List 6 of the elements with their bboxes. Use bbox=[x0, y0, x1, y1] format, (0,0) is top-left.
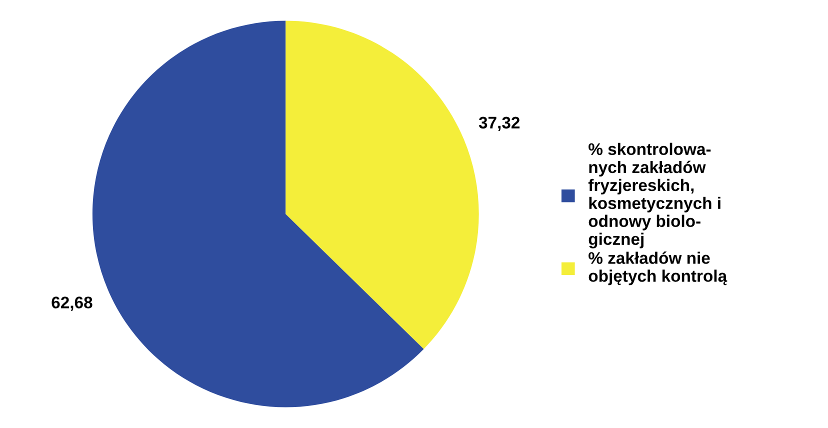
data-label: 62,68 bbox=[52, 296, 92, 311]
legend-label: % skontrolowa- nych zakładów fryzjereskich, kosmetycznych i odnowy biolo- gicznej bbox=[588, 142, 720, 248]
pie-slice bbox=[286, 20, 479, 350]
pie-slice bbox=[92, 20, 424, 408]
data-label: 37,32 bbox=[478, 116, 520, 131]
legend-label: % zakładów nie objętych kontrolą bbox=[588, 252, 728, 286]
